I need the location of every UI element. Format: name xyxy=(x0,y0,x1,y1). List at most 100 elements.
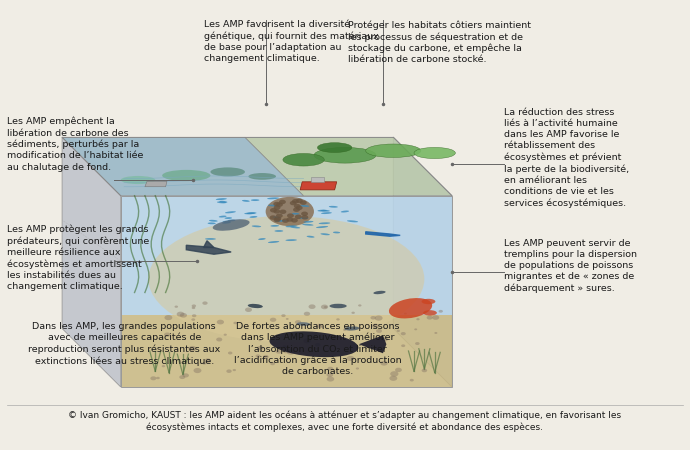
Circle shape xyxy=(316,348,319,350)
Ellipse shape xyxy=(205,238,216,240)
Circle shape xyxy=(401,332,406,335)
Polygon shape xyxy=(359,335,386,353)
Circle shape xyxy=(382,338,388,342)
Circle shape xyxy=(226,369,232,373)
Ellipse shape xyxy=(344,326,359,331)
Circle shape xyxy=(375,315,382,321)
Circle shape xyxy=(270,216,277,220)
Circle shape xyxy=(255,355,260,358)
Circle shape xyxy=(286,318,288,320)
Ellipse shape xyxy=(373,291,386,294)
Circle shape xyxy=(276,202,283,207)
Circle shape xyxy=(401,344,405,347)
Circle shape xyxy=(434,332,437,334)
Ellipse shape xyxy=(224,217,232,219)
Ellipse shape xyxy=(251,199,259,201)
Circle shape xyxy=(321,305,328,309)
Ellipse shape xyxy=(267,198,279,199)
Circle shape xyxy=(321,326,324,328)
Circle shape xyxy=(416,318,420,320)
Circle shape xyxy=(295,215,302,219)
Circle shape xyxy=(326,377,334,382)
Text: Les AMP protègent les grands
prédateurs, qui confèrent une
meilleure résilience : Les AMP protègent les grands prédateurs,… xyxy=(7,225,149,291)
Ellipse shape xyxy=(252,225,262,227)
Ellipse shape xyxy=(317,143,352,153)
Polygon shape xyxy=(145,181,167,187)
Ellipse shape xyxy=(329,206,338,208)
Polygon shape xyxy=(245,137,452,196)
Ellipse shape xyxy=(209,220,217,222)
Circle shape xyxy=(295,320,301,324)
Circle shape xyxy=(324,306,327,308)
Circle shape xyxy=(389,376,397,381)
Circle shape xyxy=(356,367,359,369)
Circle shape xyxy=(233,322,237,324)
Circle shape xyxy=(301,212,308,216)
Circle shape xyxy=(188,346,197,351)
Ellipse shape xyxy=(273,216,280,218)
Ellipse shape xyxy=(121,176,155,184)
Circle shape xyxy=(308,304,315,309)
Polygon shape xyxy=(121,196,452,315)
Ellipse shape xyxy=(213,219,250,231)
Ellipse shape xyxy=(317,210,327,212)
Circle shape xyxy=(273,202,280,206)
Ellipse shape xyxy=(414,148,455,159)
Circle shape xyxy=(202,302,208,305)
Circle shape xyxy=(346,356,355,361)
Ellipse shape xyxy=(270,331,358,357)
Circle shape xyxy=(351,312,355,314)
Circle shape xyxy=(259,339,262,341)
Circle shape xyxy=(358,304,362,306)
Circle shape xyxy=(439,310,443,313)
Polygon shape xyxy=(62,137,304,196)
Ellipse shape xyxy=(258,238,266,240)
Circle shape xyxy=(161,365,165,367)
Circle shape xyxy=(410,379,414,382)
Circle shape xyxy=(257,346,264,350)
Circle shape xyxy=(164,333,170,337)
Text: Dans les AMP, les grandes populations
avec de meilleures capacités de
reproducti: Dans les AMP, les grandes populations av… xyxy=(28,322,220,366)
Ellipse shape xyxy=(266,197,314,226)
Text: Les AMP empêchent la
libération de carbone des
sédiments, perturbés par la
modif: Les AMP empêchent la libération de carbo… xyxy=(7,117,144,171)
Ellipse shape xyxy=(217,202,226,203)
Circle shape xyxy=(296,206,303,210)
Circle shape xyxy=(191,318,195,321)
Polygon shape xyxy=(204,241,214,248)
Ellipse shape xyxy=(246,212,257,214)
Ellipse shape xyxy=(314,148,376,163)
Circle shape xyxy=(395,368,402,372)
Ellipse shape xyxy=(389,298,432,319)
Ellipse shape xyxy=(321,210,330,212)
Text: Les AMP peuvent servir de
tremplins pour la dispersion
de populations de poisson: Les AMP peuvent servir de tremplins pour… xyxy=(504,238,637,292)
Circle shape xyxy=(192,314,197,317)
Ellipse shape xyxy=(304,221,313,223)
Ellipse shape xyxy=(300,205,309,207)
Ellipse shape xyxy=(341,211,349,212)
Circle shape xyxy=(372,324,380,328)
Ellipse shape xyxy=(320,233,330,235)
Ellipse shape xyxy=(283,153,324,166)
Polygon shape xyxy=(62,137,121,387)
Circle shape xyxy=(422,369,427,372)
Ellipse shape xyxy=(292,213,299,215)
Ellipse shape xyxy=(216,198,227,200)
Circle shape xyxy=(286,217,293,222)
Ellipse shape xyxy=(366,144,421,158)
Circle shape xyxy=(245,307,252,312)
Circle shape xyxy=(296,198,303,203)
Circle shape xyxy=(270,318,277,322)
Circle shape xyxy=(291,218,298,223)
Circle shape xyxy=(391,371,398,377)
Circle shape xyxy=(286,349,295,355)
Ellipse shape xyxy=(275,230,283,232)
Circle shape xyxy=(175,306,178,308)
Ellipse shape xyxy=(223,220,230,222)
Circle shape xyxy=(183,374,189,378)
Ellipse shape xyxy=(321,212,332,214)
Circle shape xyxy=(177,312,184,317)
Ellipse shape xyxy=(316,226,328,228)
Circle shape xyxy=(371,316,376,320)
Ellipse shape xyxy=(306,236,315,238)
Ellipse shape xyxy=(333,232,340,234)
